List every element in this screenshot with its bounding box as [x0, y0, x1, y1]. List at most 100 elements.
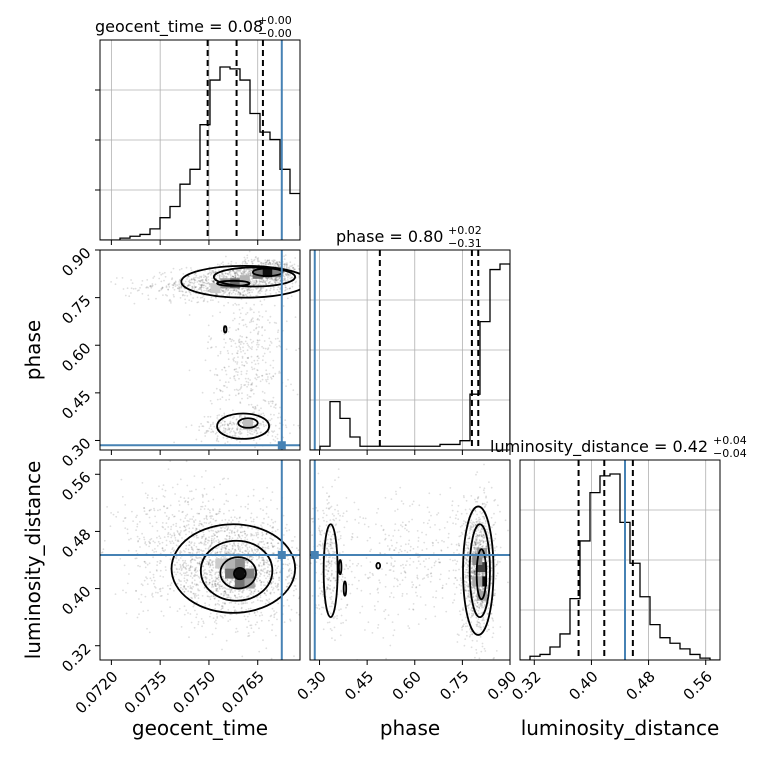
sample-point [260, 541, 263, 543]
sample-point [72, 531, 74, 533]
sample-point [265, 276, 267, 279]
sample-point [262, 278, 264, 281]
sample-point [202, 300, 205, 303]
sample-point [452, 559, 454, 562]
sample-point [289, 261, 292, 264]
sample-point [251, 291, 254, 294]
sample-point [225, 373, 228, 376]
sample-point [274, 440, 277, 442]
sample-point [205, 580, 208, 583]
sample-point [256, 339, 259, 341]
sample-point [487, 532, 490, 534]
sample-point [250, 269, 253, 272]
sample-point [208, 604, 211, 606]
sample-point [183, 585, 186, 587]
sample-point [469, 521, 472, 524]
sample-point [195, 556, 197, 558]
sample-point [264, 290, 267, 293]
sample-point [242, 295, 244, 297]
sample-point [241, 272, 244, 275]
sample-point [277, 286, 280, 289]
sample-point [476, 605, 479, 608]
sample-point [209, 544, 212, 547]
sample-point [215, 540, 218, 542]
sample-point [470, 571, 473, 574]
sample-point [196, 301, 199, 304]
sample-point [237, 339, 240, 342]
sample-point [222, 436, 225, 439]
sample-point [154, 541, 156, 544]
sample-point [245, 302, 248, 305]
sample-point [237, 371, 239, 373]
sample-point [203, 415, 206, 418]
sample-point [201, 391, 204, 394]
sample-point [247, 503, 250, 506]
sample-point [246, 289, 248, 292]
sample-point [478, 621, 481, 624]
sample-point [190, 546, 193, 548]
sample-point [207, 275, 210, 278]
sample-point [217, 574, 220, 577]
sample-point [204, 282, 207, 285]
sample-point [241, 551, 244, 554]
sample-point [241, 531, 244, 533]
sample-point [241, 601, 243, 603]
sample-point [229, 422, 232, 424]
sample-point [267, 347, 270, 349]
sample-point [249, 624, 252, 627]
sample-point [268, 601, 270, 604]
sample-point [465, 568, 467, 571]
sample-point [185, 609, 188, 612]
sample-point [139, 546, 141, 548]
sample-point [178, 286, 181, 289]
sample-point [150, 537, 153, 540]
sample-point [208, 582, 211, 584]
sample-point [262, 540, 265, 543]
sample-point [193, 575, 196, 577]
sample-point [216, 583, 219, 586]
sample-point [262, 412, 265, 415]
sample-point [474, 574, 476, 577]
sample-point [206, 347, 209, 350]
sample-point [202, 501, 204, 504]
sample-point [479, 518, 482, 521]
sample-point [179, 278, 182, 281]
sample-point [244, 258, 247, 261]
sample-point [223, 290, 226, 293]
sample-point [135, 589, 137, 592]
sample-point [161, 541, 164, 544]
sample-point [201, 505, 204, 508]
sample-point [275, 279, 277, 281]
sample-point [161, 549, 164, 552]
sample-point [219, 530, 222, 532]
sample-point [122, 520, 125, 522]
sample-point [279, 279, 282, 282]
density-cell [225, 568, 236, 579]
sample-point [271, 552, 274, 554]
hist-panel-phase [310, 250, 510, 450]
sample-point [287, 266, 290, 269]
sample-point [207, 500, 210, 502]
sample-point [244, 260, 247, 263]
sample-point [282, 271, 285, 274]
sample-point [224, 530, 226, 533]
sample-point [199, 288, 202, 290]
sample-point [250, 591, 253, 593]
sample-point [191, 286, 194, 288]
sample-point [204, 547, 207, 550]
sample-point [223, 593, 226, 595]
sample-point [485, 544, 488, 547]
sample-point [473, 592, 476, 595]
sample-point [284, 286, 287, 289]
sample-point [484, 601, 487, 603]
sample-point [195, 566, 198, 569]
sample-point [251, 368, 254, 371]
sample-point [240, 298, 243, 301]
sample-point [467, 592, 470, 595]
sample-point [302, 598, 304, 600]
sample-point [251, 527, 254, 530]
sample-point [263, 280, 266, 283]
sample-point [170, 525, 173, 528]
sample-point [481, 528, 483, 531]
